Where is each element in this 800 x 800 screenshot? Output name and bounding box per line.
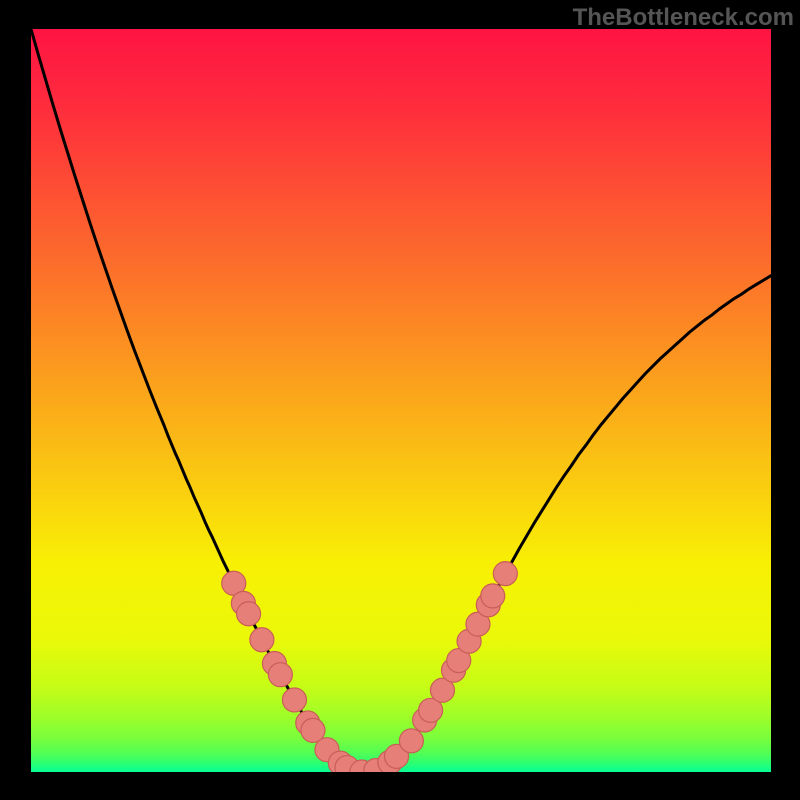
watermark-text: TheBottleneck.com: [573, 4, 794, 32]
data-marker: [250, 628, 274, 652]
data-marker: [282, 688, 306, 712]
plot-svg: [31, 29, 771, 772]
data-marker: [493, 562, 517, 586]
data-marker: [399, 729, 423, 753]
plot-area: [31, 29, 771, 772]
data-marker: [268, 663, 292, 687]
chart-container: TheBottleneck.com: [0, 0, 800, 800]
marker-group: [222, 562, 518, 772]
v-curve: [31, 29, 771, 772]
data-marker: [237, 602, 261, 626]
data-marker: [481, 584, 505, 608]
